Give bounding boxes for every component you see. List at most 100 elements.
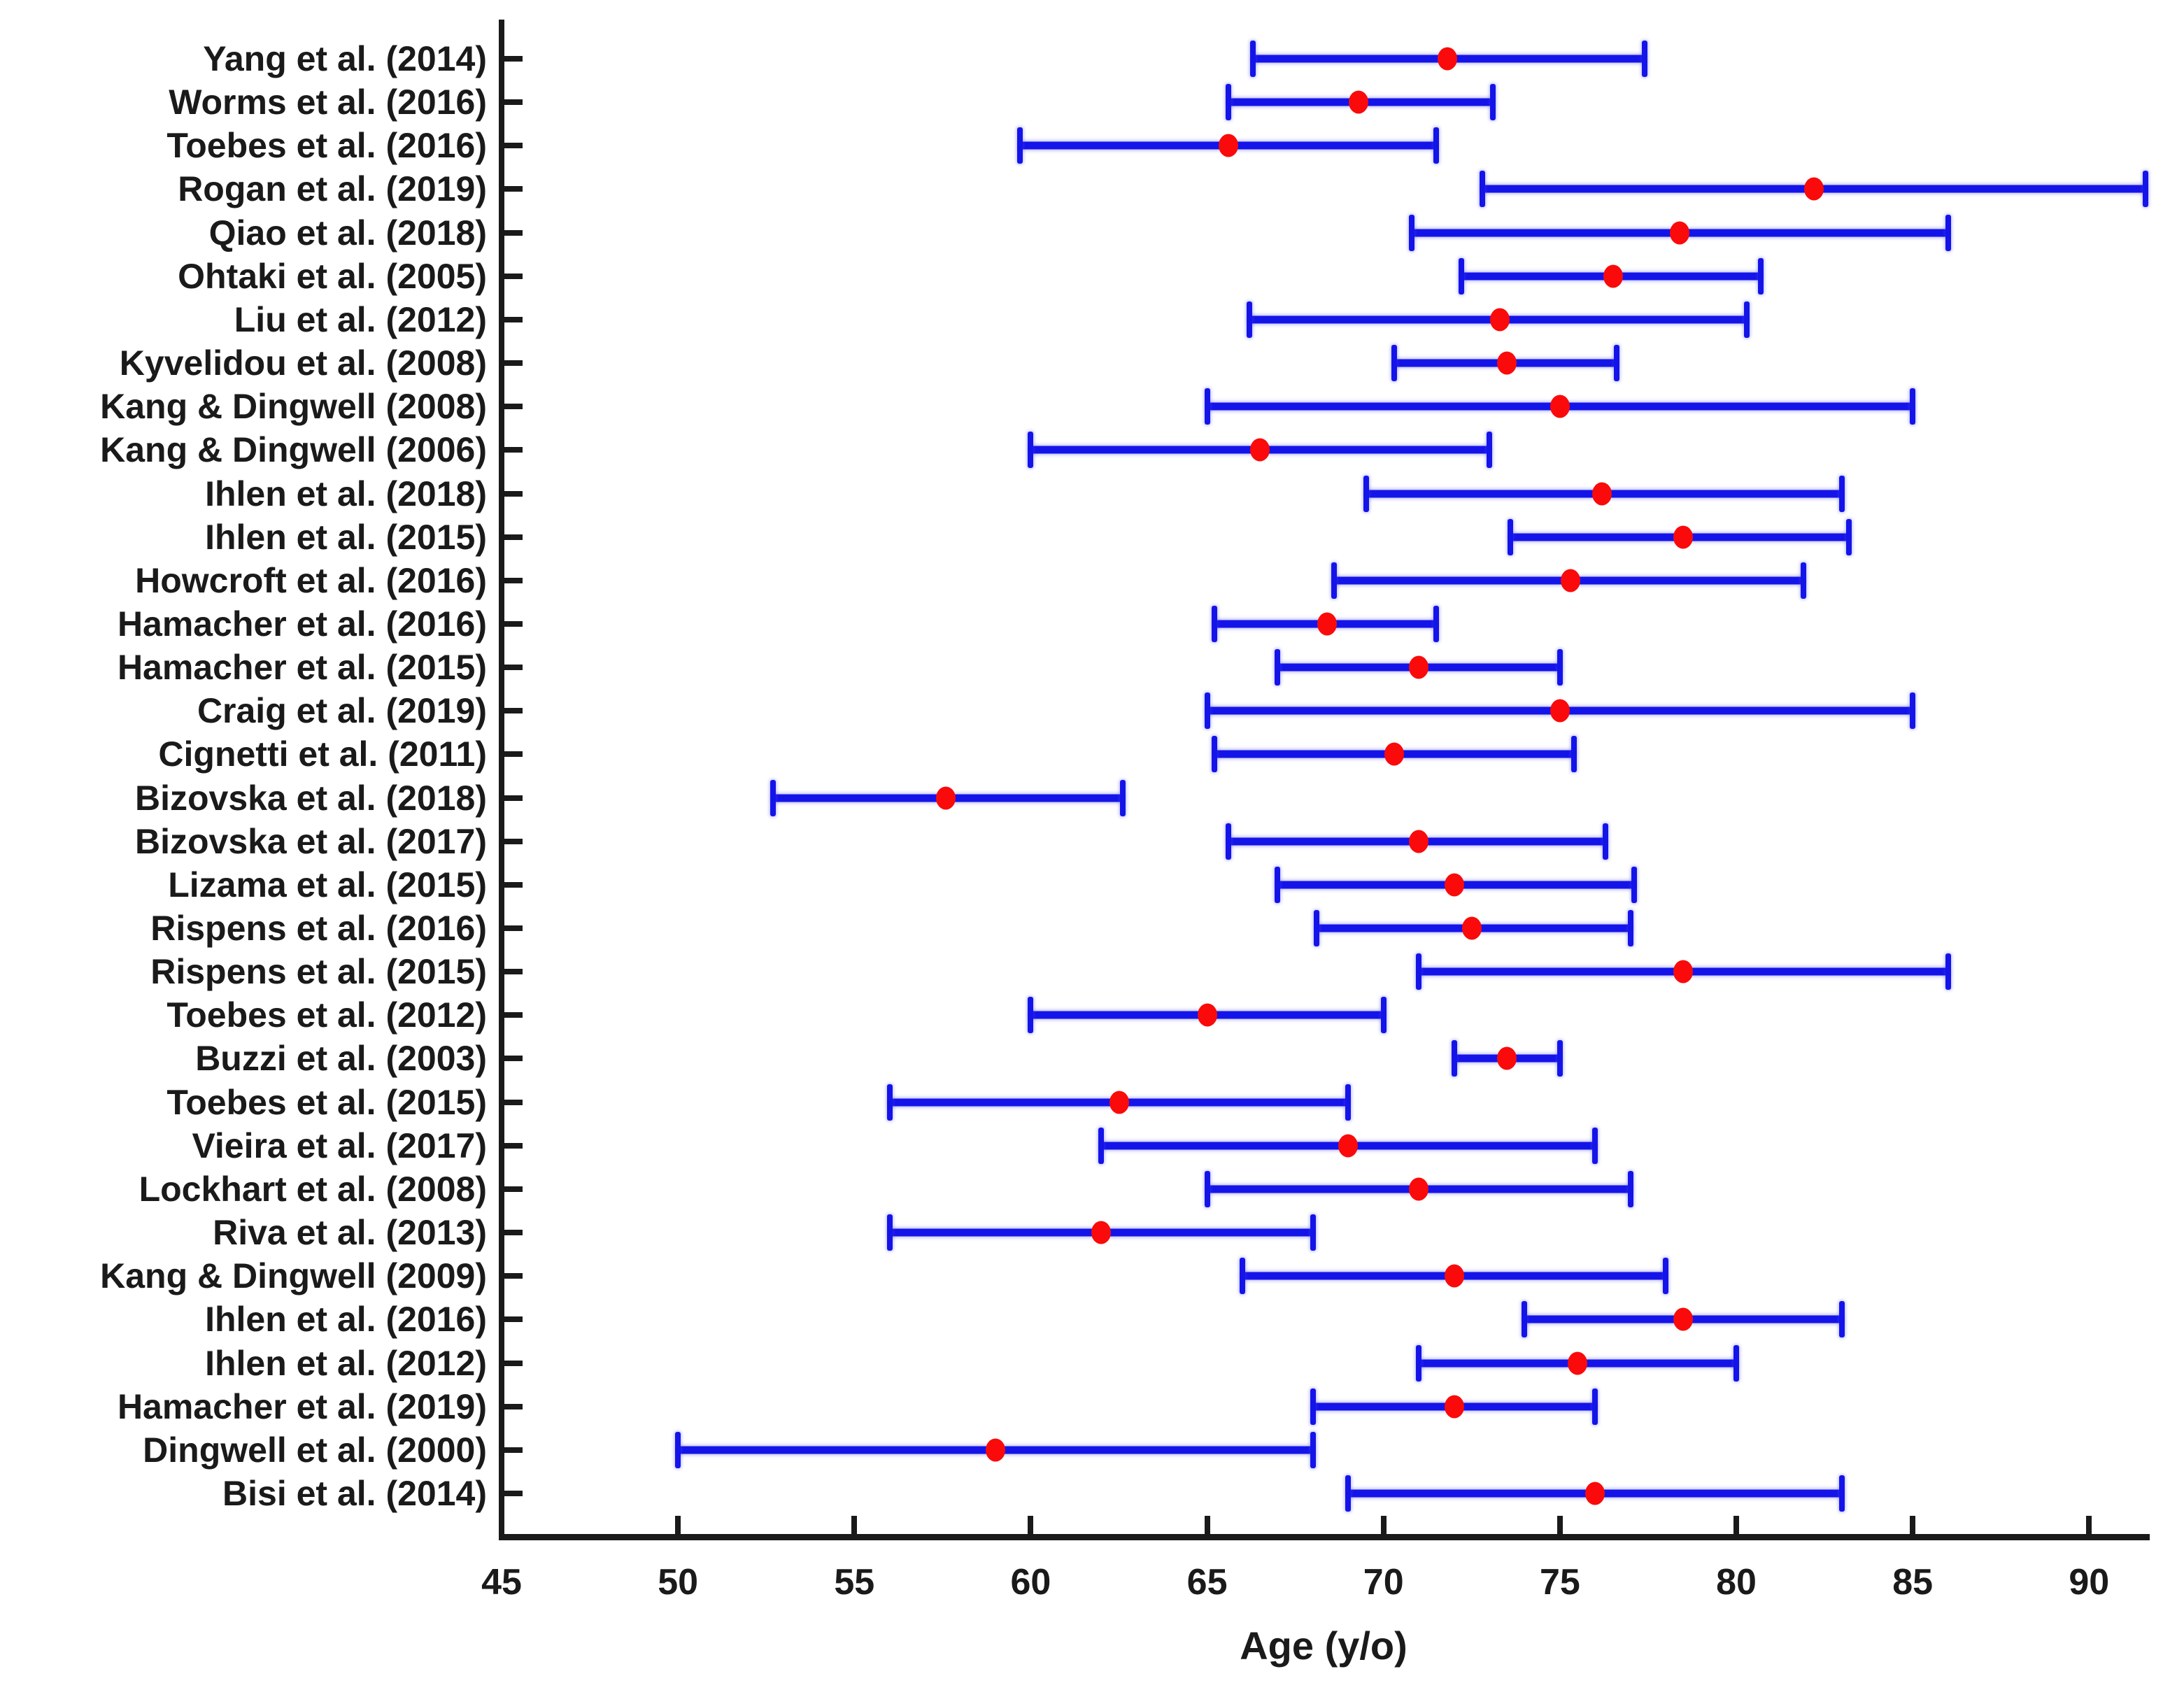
mean-marker [1409, 830, 1429, 853]
y-axis-tick [504, 751, 523, 758]
error-bar-cap-min [1028, 997, 1034, 1034]
error-bar-cap-max [1744, 301, 1750, 338]
mean-marker [1497, 1046, 1517, 1070]
error-bar-cap-min [1313, 910, 1319, 946]
x-axis-tick-label: 65 [1186, 1562, 1228, 1603]
mean-marker [1803, 177, 1824, 201]
error-bar-cap-max [1345, 1084, 1352, 1121]
x-axis-tick-label: 70 [1363, 1562, 1404, 1603]
y-axis-label: Buzzi et al. (2003) [195, 1039, 487, 1079]
error-bar-cap-min [770, 779, 777, 816]
y-axis-label: Riva et al. (2013) [213, 1213, 487, 1253]
mean-marker [1592, 482, 1612, 505]
mean-marker [1384, 742, 1404, 766]
x-axis [499, 1534, 2150, 1540]
y-axis-tick [504, 143, 523, 149]
error-bar-cap-min [1017, 127, 1023, 164]
y-axis-label: Worms et al. (2016) [169, 83, 487, 122]
error-bar-cap-max [1487, 432, 1493, 469]
y-axis-tick [504, 186, 523, 192]
error-bar-cap-min [1247, 301, 1253, 338]
error-bar-cap-max [1910, 693, 1916, 730]
error-bar-cap-max [1557, 649, 1563, 686]
y-axis-label: Ohtaki et al. (2005) [178, 256, 487, 296]
error-bar-cap-min [886, 1084, 893, 1121]
error-bar-cap-min [1416, 1344, 1422, 1382]
y-axis-label: Qiao et al. (2018) [208, 213, 487, 253]
mean-marker [1585, 1482, 1605, 1505]
y-axis-label: Rispens et al. (2015) [150, 952, 487, 992]
y-axis-tick [504, 273, 523, 279]
mean-marker [1673, 1307, 1694, 1331]
error-bar-cap-min [1275, 649, 1281, 686]
x-axis-tick [675, 1516, 681, 1534]
error-bar-cap-max [1119, 779, 1126, 816]
y-axis-label: Lizama et al. (2015) [168, 865, 487, 904]
mean-marker [1670, 221, 1690, 245]
y-axis-label: Howcroft et al. (2016) [135, 560, 487, 600]
y-axis-tick [504, 229, 523, 236]
y-axis-label: Hamacher et al. (2019) [117, 1386, 487, 1426]
error-bar-cap-min [675, 1431, 681, 1468]
mean-marker [986, 1438, 1005, 1462]
mean-marker [1218, 134, 1238, 157]
error-bar-cap-min [1250, 41, 1256, 77]
error-bar-cap-min [1028, 432, 1034, 469]
mean-marker [1568, 1351, 1588, 1375]
error-bar-cap-max [1557, 1040, 1563, 1077]
mean-marker [1490, 308, 1510, 332]
x-axis-tick-label: 75 [1539, 1562, 1580, 1603]
error-bar-cap-min [1345, 1475, 1352, 1512]
y-axis-tick [504, 1273, 523, 1279]
error-bar-cap-min [1211, 736, 1217, 773]
error-bar-cap-max [1592, 1127, 1598, 1164]
error-bar-cap-max [1627, 910, 1633, 946]
error-bar-cap-max [1733, 1344, 1740, 1382]
mean-marker [1109, 1091, 1129, 1114]
y-axis [499, 20, 504, 1540]
x-axis-tick [1910, 1516, 1916, 1534]
error-bar-cap-min [1409, 214, 1415, 251]
y-axis-tick [504, 925, 523, 931]
mean-marker [1338, 1134, 1359, 1158]
y-axis-label: Kang & Dingwell (2008) [100, 387, 487, 427]
error-bar-cap-max [1945, 953, 1951, 990]
y-axis-label: Craig et al. (2019) [197, 691, 487, 731]
y-axis-tick [504, 1012, 523, 1018]
x-axis-tick-label: 90 [2069, 1562, 2110, 1603]
y-axis-label: Cignetti et al. (2011) [158, 734, 487, 774]
y-axis-label: Toebes et al. (2016) [166, 126, 487, 166]
y-axis-label: Ihlen et al. (2012) [205, 1343, 487, 1383]
y-axis-label: Ihlen et al. (2018) [205, 474, 487, 513]
error-bar-cap-max [1945, 214, 1951, 251]
error-bar-cap-min [1508, 518, 1514, 555]
error-bar-cap-max [1641, 41, 1647, 77]
error-bar-cap-min [1204, 693, 1210, 730]
y-axis-tick [504, 99, 523, 106]
error-bar-cap-max [1846, 518, 1852, 555]
x-axis-tick-label: 85 [1892, 1562, 1934, 1603]
mean-marker [936, 786, 956, 810]
mean-marker [1673, 960, 1694, 983]
error-bar-cap-min [1310, 1388, 1316, 1425]
y-axis-label: Bisi et al. (2014) [222, 1473, 487, 1513]
y-axis-tick [504, 404, 523, 410]
mean-marker [1444, 1264, 1464, 1288]
x-axis-tick [1204, 1516, 1210, 1534]
error-bar-cap-max [1800, 562, 1806, 599]
x-axis-tick [1557, 1516, 1563, 1534]
mean-marker [1444, 1395, 1464, 1419]
y-axis-tick [504, 1099, 523, 1105]
y-axis-tick [504, 1186, 523, 1192]
error-bar-cap-min [1204, 388, 1210, 425]
error-bar-cap-max [1839, 1475, 1845, 1512]
error-bar-cap-max [1310, 1214, 1316, 1251]
y-axis-label: Toebes et al. (2012) [166, 995, 487, 1035]
error-bar-cap-max [1758, 257, 1764, 294]
mean-marker [1497, 351, 1517, 375]
x-axis-tick-label: 45 [481, 1562, 522, 1603]
error-bar-cap-min [1331, 562, 1338, 599]
y-axis-label: Dingwell et al. (2000) [143, 1430, 487, 1470]
y-axis-label: Ihlen et al. (2015) [205, 517, 487, 557]
